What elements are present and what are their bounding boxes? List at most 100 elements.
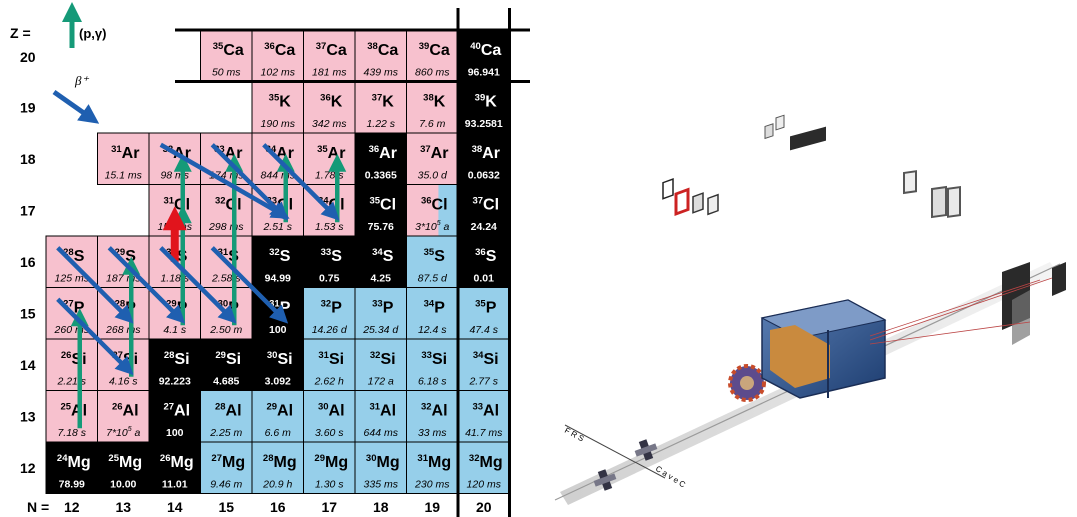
nuclide-value: 4.16 s bbox=[109, 376, 138, 388]
nuclide-cell-37ar: 37Ar 35.0 d bbox=[406, 132, 459, 185]
pg-legend: (p,γ) bbox=[62, 2, 106, 48]
nuclide-symbol: 37K bbox=[372, 93, 395, 111]
nuclide-symbol: 30Mg bbox=[366, 453, 400, 471]
nuclide-value: 41.7 ms bbox=[465, 427, 503, 439]
beta-arrow bbox=[159, 142, 290, 219]
n-tick-label: 18 bbox=[373, 499, 389, 515]
nuclide-value: 120 ms bbox=[467, 479, 502, 491]
nuclide-value: 35.0 d bbox=[418, 170, 448, 182]
nuclide-value: 12.4 s bbox=[418, 324, 447, 336]
nuclide-cell-37ca: 37Ca 181 ms bbox=[303, 29, 356, 82]
nuclide-symbol: 28Mg bbox=[263, 453, 297, 471]
nuclide-symbol: 25Mg bbox=[108, 453, 142, 471]
nuclide-cell-32s: 32S 94.99 bbox=[251, 235, 304, 288]
nuclide-cell-33p: 33P 25.34 d bbox=[354, 287, 407, 340]
z-tick-label: 16 bbox=[20, 254, 36, 270]
nuclide-cell-37cl: 37Cl 24.24 bbox=[457, 184, 510, 237]
nuclide-symbol: 30Al bbox=[318, 402, 345, 420]
n-tick-label: 13 bbox=[115, 499, 131, 515]
beta-arrow bbox=[262, 143, 340, 221]
cave-detector-icon bbox=[634, 439, 658, 461]
fragment-trajectories bbox=[869, 277, 1053, 345]
nuclide-cell-39k: 39K 93.2581 bbox=[457, 81, 510, 134]
n-tick-label: 19 bbox=[424, 499, 440, 515]
nuclide-cell-38ca: 38Ca 439 ms bbox=[354, 29, 407, 82]
nuclide-symbol: 38Ar bbox=[472, 144, 500, 162]
nuclide-value: 181 ms bbox=[312, 67, 347, 79]
nuclide-value: 87.5 d bbox=[418, 273, 448, 285]
nuclide-cell-33s: 33S 0.75 bbox=[303, 235, 356, 288]
nuclide-symbol: 31Si bbox=[318, 350, 344, 368]
nuclide-cell-31mg: 31Mg 230 ms bbox=[406, 441, 459, 494]
beta-arrow bbox=[56, 246, 134, 324]
nuclide-value: 33 ms bbox=[418, 427, 447, 439]
nuclide-value: 644 ms bbox=[364, 427, 399, 439]
nuclide-cell-30al: 30Al 3.60 s bbox=[303, 390, 356, 443]
nuclide-symbol: 33P bbox=[372, 299, 394, 317]
nuclide-cell-30mg: 30Mg 335 ms bbox=[354, 441, 407, 494]
nuclide-value: 9.46 m bbox=[210, 479, 242, 491]
nuclide-symbol: 26Al bbox=[112, 402, 139, 420]
z-tick-label: 14 bbox=[20, 357, 36, 373]
nuclide-value: 15.1 ms bbox=[105, 170, 143, 182]
nuclide-cell-34p: 34P 12.4 s bbox=[406, 287, 459, 340]
nuclide-symbol: 34S bbox=[372, 247, 394, 265]
nuclide-cell-39ca: 39Ca 860 ms bbox=[406, 29, 459, 82]
nuclide-cell-29al: 29Al 6.6 m bbox=[251, 390, 304, 443]
nuclide-value: 190 ms bbox=[261, 118, 296, 130]
frs-detector-icon bbox=[593, 469, 617, 491]
nuclide-symbol: 28Si bbox=[164, 350, 190, 368]
nuclide-value: 1.78 s bbox=[315, 170, 344, 182]
nuclide-value: 342 ms bbox=[312, 118, 347, 130]
pg-legend-label: (p,γ) bbox=[79, 26, 106, 41]
nuclide-symbol: 36K bbox=[320, 93, 343, 111]
nuclide-symbol: 39K bbox=[475, 93, 498, 111]
nuclide-symbol: 33Si bbox=[421, 350, 447, 368]
z-tick-label: 12 bbox=[20, 460, 36, 476]
n-tick-label: 20 bbox=[476, 499, 492, 515]
nuclide-cell-36k: 36K 342 ms bbox=[303, 81, 356, 134]
nuclide-cell-35s: 35S 87.5 d bbox=[406, 235, 459, 288]
nuclide-symbol: 28Al bbox=[215, 402, 242, 420]
nuclide-symbol: 27P bbox=[63, 299, 85, 317]
nuclide-symbol: 32P bbox=[321, 299, 343, 317]
nuclide-cell-40ca: 40Ca 96.941 bbox=[457, 29, 510, 82]
nuclide-cell-27al: 27Al 100 bbox=[148, 390, 201, 443]
target-detector-icon bbox=[728, 114, 785, 402]
nuclide-value: 96.941 bbox=[468, 67, 500, 79]
nuclide-symbol: 40Ca bbox=[470, 41, 501, 59]
downstream-detectors bbox=[903, 170, 961, 219]
nuclide-value: 10.00 bbox=[110, 479, 136, 491]
nuclide-cell-32p: 32P 14.26 d bbox=[303, 287, 356, 340]
nuclide-symbol: 37Ca bbox=[316, 41, 347, 59]
nuclide-value: 2.62 h bbox=[314, 376, 344, 388]
nuclide-symbol: 29Mg bbox=[314, 453, 348, 471]
nuclide-cell-32si: 32Si 172 a bbox=[354, 338, 407, 391]
nuclide-symbol: 30Si bbox=[267, 350, 293, 368]
experimental-setup: F R S C a v e C bbox=[554, 114, 1066, 505]
nuclide-symbol: 33S bbox=[321, 247, 343, 265]
nuclide-value: 47.4 s bbox=[469, 324, 498, 336]
nuclide-cell-38ar: 38Ar 0.0632 bbox=[457, 132, 510, 185]
nuclide-cell-24mg: 24Mg 78.99 bbox=[45, 441, 98, 494]
nuclide-value: 2.77 s bbox=[468, 376, 498, 388]
nuclide-symbol: 34Si bbox=[473, 350, 499, 368]
nuclide-cell-32ar: 32Ar98 ms bbox=[148, 132, 201, 185]
nuclide-cell-33al: 33Al 41.7 ms bbox=[457, 390, 510, 443]
nuclide-symbol: 36Ar bbox=[369, 144, 397, 162]
nuclide-cell-29mg: 29Mg 1.30 s bbox=[303, 441, 356, 494]
nuclide-value: 7.6 m bbox=[419, 118, 446, 130]
n-axis-label: N = bbox=[27, 499, 49, 515]
nuclide-value: 439 ms bbox=[364, 67, 399, 79]
z-tick-label: 19 bbox=[20, 99, 36, 115]
nuclide-cell-35cl: 35Cl 75.76 bbox=[354, 184, 407, 237]
nuclide-value: 4.1 s bbox=[163, 324, 187, 336]
nuclide-value: 98 ms bbox=[160, 170, 189, 182]
nuclide-value: 2.51 s bbox=[262, 221, 292, 233]
nuclide-cell-29si: 29Si 4.685 bbox=[200, 338, 253, 391]
nuclide-value: 7.18 s bbox=[57, 427, 86, 439]
n-tick-label: 12 bbox=[64, 499, 80, 515]
z-tick-label: 18 bbox=[20, 151, 36, 167]
